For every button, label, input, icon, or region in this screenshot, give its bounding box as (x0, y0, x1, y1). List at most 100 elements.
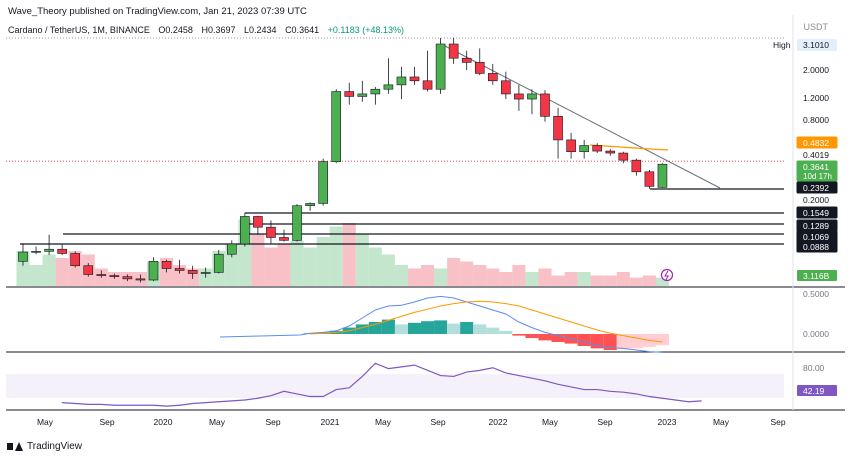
candle-body (44, 248, 54, 252)
candle-body (344, 91, 355, 97)
candle-body (605, 150, 616, 154)
candle-body (240, 216, 250, 245)
macd-hist-bar (512, 334, 526, 336)
x-tick: 2023 (658, 417, 677, 427)
candle-body (527, 93, 537, 100)
macd-hist-bar (434, 320, 448, 334)
candle (44, 234, 54, 255)
volume-bar (512, 265, 526, 286)
candle-body (31, 251, 41, 253)
x-tick: May (375, 417, 392, 427)
volume-bar (486, 268, 500, 286)
volume-bar (447, 258, 461, 286)
candle-body (305, 203, 315, 207)
candle-body (592, 145, 603, 152)
x-tick: 2022 (489, 417, 508, 427)
tradingview-logo-icon (7, 442, 23, 451)
macd-hist-bar (394, 324, 408, 334)
volume-bar (29, 265, 43, 286)
quote-currency: USDT (803, 22, 829, 32)
candle (187, 265, 198, 279)
tradingview-brand[interactable]: TradingView (7, 441, 82, 452)
candle (135, 274, 146, 283)
candle-body (227, 243, 237, 255)
macd-hist-bar (629, 334, 643, 349)
candle (240, 212, 250, 247)
lightning-icon (664, 270, 669, 281)
candle (370, 86, 381, 105)
candle-body (448, 43, 459, 59)
price-tick: 1.2000 (803, 93, 829, 103)
macd-hist-bar (368, 322, 382, 334)
candle (540, 90, 550, 122)
price-tag-label: 0.3641 (803, 162, 829, 172)
volume-bar (629, 277, 643, 286)
candle (109, 273, 120, 279)
price-tag-label: 0.1069 (803, 232, 829, 242)
price-tag (796, 181, 838, 194)
macd-hist-bar (616, 334, 630, 350)
symbol-name[interactable]: Cardano / TetherUS, 1M, BINANCE (8, 25, 150, 35)
candle (383, 58, 394, 94)
candle-body (161, 261, 172, 269)
countdown-label: 10d 17h (803, 172, 832, 181)
alert-icon[interactable] (660, 268, 674, 282)
candle-body (148, 261, 159, 281)
volume-bar (421, 265, 435, 286)
candle-body (435, 43, 446, 90)
macd-hist-bar (407, 322, 422, 334)
x-tick: 2021 (321, 417, 340, 427)
volume-bar (499, 272, 513, 286)
volume-bar (394, 265, 408, 286)
volume-bar (381, 254, 395, 286)
x-tick: Sep (430, 417, 445, 427)
price-tag-label: 0.0888 (803, 242, 829, 252)
price-tag (796, 206, 838, 219)
volume-bar (473, 265, 487, 286)
price-tag-label: 0.1289 (803, 221, 829, 231)
price-tag-label: 0.2392 (803, 183, 829, 193)
x-tick: May (542, 417, 559, 427)
volume-bar (616, 272, 630, 286)
candle (631, 158, 642, 176)
high-label: High (773, 40, 791, 50)
volume-bar (342, 223, 356, 286)
candle (514, 84, 524, 111)
x-tick: May (713, 417, 730, 427)
candle (227, 240, 237, 258)
candle-body (122, 276, 133, 280)
macd-hist-bar (355, 324, 369, 334)
price-tag (796, 136, 838, 149)
symbol-legend: Cardano / TetherUS, 1M, BINANCE O0.2458 … (8, 25, 410, 35)
price-tag (796, 160, 838, 182)
price-tag (796, 148, 838, 161)
volume-bar (368, 247, 382, 286)
macd-hist-bar (473, 324, 487, 334)
candle (174, 259, 185, 274)
volume-bar (564, 272, 578, 286)
candle-body (18, 251, 28, 262)
x-tick: Sep (597, 417, 612, 427)
candle (148, 257, 159, 282)
macd-hist-bar (447, 323, 461, 334)
ma-line (589, 144, 669, 151)
candle (161, 259, 172, 273)
candle-body (631, 159, 642, 173)
candle (566, 132, 576, 159)
ohlc-close: C0.3641 (285, 25, 320, 35)
macd-hist-bar (421, 321, 435, 334)
candle-body (487, 73, 498, 82)
candle (83, 263, 94, 277)
candle-body (109, 275, 120, 277)
candle (305, 202, 315, 211)
candle (657, 163, 668, 188)
candle (618, 151, 629, 164)
price-tick: 0.8000 (803, 115, 829, 125)
candle (461, 50, 472, 71)
macd-hist-bar (460, 322, 474, 334)
volume-tag (797, 270, 837, 281)
volume-bar (460, 261, 474, 286)
candle (266, 220, 276, 244)
candle (409, 66, 420, 85)
